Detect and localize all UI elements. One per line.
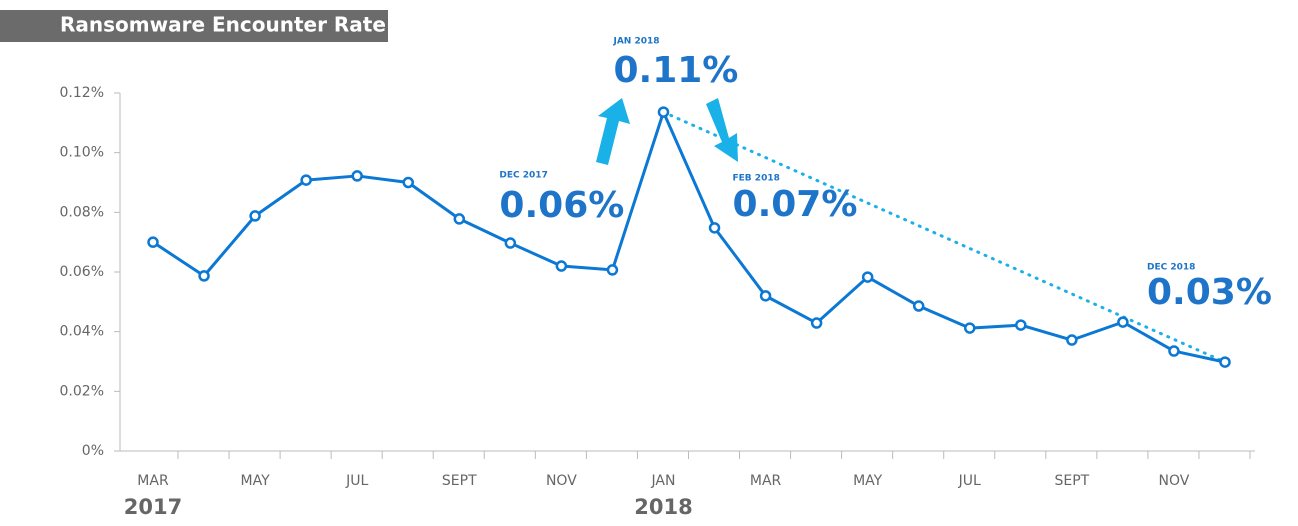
y-tick-label: 0%	[82, 443, 104, 459]
y-tick-label: 0.08%	[60, 204, 104, 220]
data-point	[912, 300, 925, 312]
callout-date: DEC 2018	[1147, 263, 1195, 273]
callout-value: 0.06%	[499, 185, 624, 226]
data-point	[1066, 334, 1078, 346]
x-tick-label: NOV	[546, 473, 577, 489]
y-tick-label: 0.06%	[60, 264, 104, 280]
data-point	[964, 322, 976, 334]
data-point	[708, 222, 721, 234]
data-point	[555, 260, 568, 272]
data-point	[300, 174, 312, 186]
data-point	[606, 264, 619, 276]
data-point	[249, 210, 261, 222]
callout-value: 0.11%	[613, 50, 738, 91]
data-point	[453, 213, 466, 225]
callout-value: 0.07%	[733, 184, 858, 225]
down-arrow	[706, 98, 738, 162]
callout-date: FEB 2018	[733, 173, 780, 183]
data-point	[1117, 316, 1129, 328]
data-line	[152, 110, 1226, 364]
up-arrow	[596, 98, 630, 165]
data-point	[657, 106, 670, 118]
callout-date: DEC 2017	[499, 170, 547, 180]
x-tick-label: JAN	[651, 473, 676, 489]
x-tick-label: MAR	[137, 473, 169, 489]
x-tick-label: MAY	[853, 473, 883, 489]
x-tick-label: SEPT	[1054, 473, 1089, 489]
year-label: 2017	[124, 495, 182, 519]
y-tick-label: 0.10%	[60, 145, 104, 161]
data-point	[861, 271, 874, 283]
x-tick-label: SEPT	[442, 473, 477, 489]
trend-line	[661, 110, 1227, 364]
data-point	[1168, 345, 1180, 357]
data-point	[1015, 319, 1027, 331]
x-tick-label: JUL	[958, 473, 981, 489]
data-point	[351, 170, 363, 182]
data-point	[759, 290, 772, 302]
data-point	[1219, 356, 1231, 368]
data-point	[198, 270, 210, 282]
x-tick-label: MAY	[241, 473, 271, 489]
y-tick-label: 0.12%	[60, 85, 104, 101]
title-box	[0, 10, 388, 42]
year-label: 2018	[634, 495, 692, 519]
x-tick-label: JUL	[345, 473, 368, 489]
data-point	[810, 317, 823, 329]
data-point	[504, 237, 517, 249]
x-tick-label: MAR	[750, 473, 782, 489]
y-tick-label: 0.02%	[60, 383, 104, 399]
callout-value: 0.03%	[1147, 272, 1272, 313]
y-tick-label: 0.04%	[60, 324, 104, 340]
data-point	[402, 176, 414, 189]
data-point	[147, 236, 159, 248]
chart-title: Ransomware Encounter Rate	[60, 13, 386, 37]
callout-date: JAN 2018	[612, 37, 659, 47]
x-tick-label: NOV	[1159, 473, 1190, 489]
